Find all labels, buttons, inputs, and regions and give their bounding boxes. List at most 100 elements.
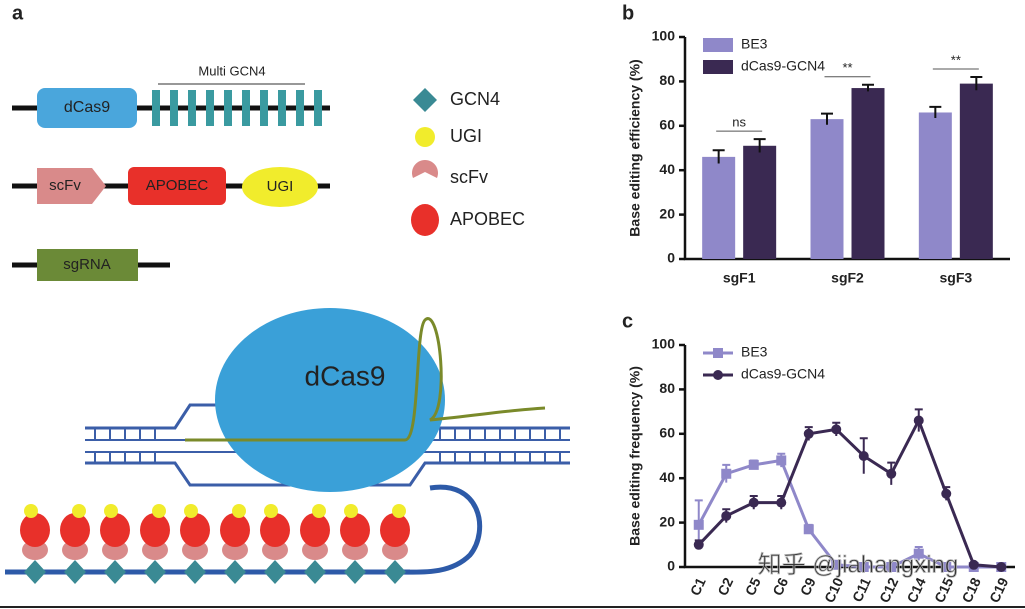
axes: [683, 345, 1015, 569]
bar: [702, 156, 736, 259]
point: [886, 468, 897, 479]
point: [996, 562, 1007, 572]
gcn4-diamond: [384, 560, 406, 584]
legend-label: dCas9-GCN4: [741, 366, 825, 382]
effector-row: [20, 504, 410, 584]
error-bar: [821, 112, 833, 125]
ugi-bead: [24, 504, 38, 518]
legend-label: BE3: [741, 36, 768, 52]
point: [748, 459, 759, 470]
y-tick-label: 0: [667, 558, 675, 574]
x-tick-label: C9: [797, 575, 819, 598]
dcas9-body: [215, 308, 445, 492]
x-tick-label: C14: [903, 575, 928, 605]
charts: b Base editing efficiency (%) 0 20 40 60 80 100…: [622, 2, 1015, 605]
point: [721, 510, 732, 521]
point: [803, 524, 814, 535]
apobec-bead: [180, 513, 210, 547]
dcas9-box: [37, 88, 137, 128]
point: [831, 424, 842, 435]
x-tick-label: C2: [714, 575, 736, 598]
x-tick-label: C12: [876, 575, 901, 605]
point: [693, 539, 704, 550]
point: [693, 519, 704, 530]
y-tick-label: 0: [667, 250, 675, 266]
legend-marker: [713, 370, 723, 380]
y-tick-label: 60: [659, 425, 675, 441]
x-tick-label: C10: [821, 575, 846, 605]
sgrna-strand: [185, 317, 546, 442]
point: [886, 562, 897, 572]
error-bar: [929, 105, 942, 119]
x-tick-label: C18: [958, 575, 983, 605]
y-axis-label: Base editing frequency (%): [627, 366, 643, 546]
scfv-label: scFv: [49, 177, 81, 194]
legend-scfv: [412, 160, 438, 178]
ugi-label: UGI: [267, 178, 294, 195]
ugi-bead: [104, 504, 118, 518]
point: [776, 497, 787, 508]
apobec-bead: [260, 513, 290, 547]
y-tick-label: 100: [652, 336, 676, 352]
point: [968, 559, 979, 570]
gcn4-diamond: [104, 560, 126, 584]
sig-label: **: [842, 60, 852, 75]
point: [913, 548, 924, 559]
gcn4-diamond: [224, 560, 246, 584]
gcn4-diamond: [144, 560, 166, 584]
legend-label: GCN4: [450, 89, 500, 109]
x-tick-label: C15: [931, 575, 956, 605]
apobec-bead: [340, 513, 370, 547]
legend-label: BE3: [741, 344, 768, 360]
apobec-bead: [220, 513, 250, 547]
x-tick-label: sgF2: [831, 270, 864, 286]
complex-label: dCas9: [305, 360, 386, 391]
apobec-bead: [140, 513, 170, 547]
y-tick-label: 40: [659, 469, 675, 485]
ugi-bead: [312, 504, 326, 518]
scfv-box: [37, 168, 106, 204]
error-bar: [862, 83, 874, 92]
sig-label: ns: [732, 115, 746, 130]
legend-swatch: [703, 38, 733, 52]
legend-label: dCas9-GCN4: [741, 58, 825, 74]
multi-label: Multi GCN4: [198, 63, 265, 78]
apobec-bead: [100, 513, 130, 547]
y-tick-label: 80: [659, 380, 675, 396]
gcn4-diamond: [24, 560, 46, 584]
legend-gcn4: [413, 88, 437, 112]
x-tick-label: C5: [742, 575, 764, 598]
ugi-bead: [392, 504, 406, 518]
legend-label: UGI: [450, 126, 482, 146]
x-tick-label: C6: [769, 575, 791, 598]
apobec-label: APOBEC: [146, 177, 209, 194]
panel-label: b: [622, 2, 634, 24]
panel-label: c: [622, 310, 633, 332]
gcn4-diamond: [64, 560, 86, 584]
ugi-bead: [344, 504, 358, 518]
point: [721, 468, 732, 479]
apobec-bead: [300, 513, 330, 547]
gcn4-repeats: [152, 90, 322, 126]
y-tick-label: 60: [659, 117, 675, 133]
bar: [851, 88, 885, 259]
y-tick-label: 40: [659, 161, 675, 177]
legend-swatch: [703, 60, 733, 74]
bar: [959, 83, 993, 260]
bar: [743, 145, 777, 259]
legend-apobec: [411, 204, 439, 236]
point: [858, 451, 869, 461]
y-tick-label: 80: [659, 72, 675, 88]
point: [941, 562, 952, 572]
bar: [918, 112, 952, 259]
apobec-box: [128, 167, 226, 205]
point: [748, 497, 759, 508]
x-tick-label: C19: [986, 575, 1011, 605]
point: [776, 455, 787, 466]
ugi-bead: [152, 504, 166, 518]
sgrna-label: sgRNA: [63, 256, 111, 273]
gcn4-diamond: [344, 560, 366, 584]
point: [831, 559, 842, 570]
ugi-bead: [264, 504, 278, 518]
ugi-bead: [232, 504, 246, 518]
